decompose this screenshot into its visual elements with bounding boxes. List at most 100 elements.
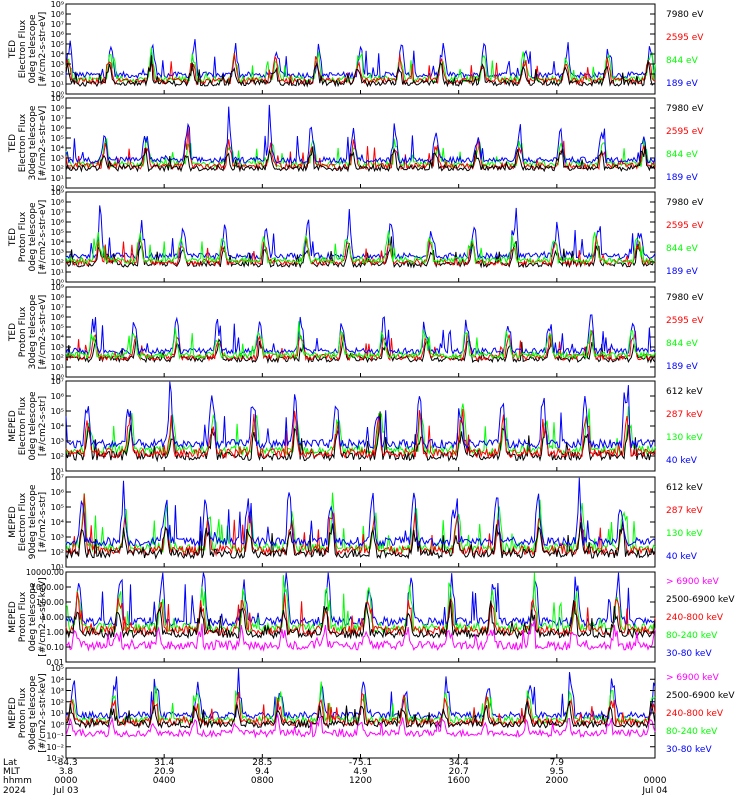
- series-group: [65, 39, 656, 88]
- legend-entry: 189 eV: [666, 267, 699, 277]
- ylabel-line: [#/cm2-s-str]: [38, 396, 48, 456]
- ytick-label: 10⁻¹: [46, 732, 64, 741]
- ylabel-line: MEPED: [8, 601, 18, 633]
- legend-entry: 189 eV: [666, 79, 699, 89]
- legend-entry: 612 keV: [666, 483, 703, 493]
- ylabel-line: TED: [8, 228, 18, 247]
- legend-entry: 2500-6900 keV: [666, 595, 735, 605]
- ylabel-line: MEPED: [8, 697, 18, 729]
- ytick-label: 10³: [51, 60, 64, 69]
- ytick-label: 10²: [51, 70, 64, 79]
- series-black: [65, 599, 656, 640]
- ytick-label: 10²: [51, 452, 64, 461]
- plot-frame: [65, 97, 656, 189]
- ytick-label: 10.00: [41, 613, 64, 622]
- ytick-label: 10⁶: [51, 124, 64, 133]
- legend-entry: 287 keV: [666, 506, 703, 516]
- legend-entry: 30-80 keV: [666, 649, 712, 659]
- ytick-label: 10⁰: [51, 373, 64, 382]
- ylabel-line: Electron Flux: [18, 19, 28, 78]
- legend-entry: 7980 eV: [666, 293, 704, 303]
- series-group: [65, 205, 656, 269]
- ylabel-line: TED: [8, 323, 18, 342]
- ylabel-line: Electron Flux: [18, 492, 28, 551]
- ytick-label: 10⁵: [51, 228, 64, 237]
- series-magenta: [65, 713, 656, 739]
- ylabel-line: [#/cm2-s-str-eV]: [38, 295, 48, 370]
- ytick-label: 0.10: [46, 643, 64, 652]
- legend-entry: 2595 eV: [666, 316, 704, 326]
- series-black: [65, 55, 656, 88]
- ylabel-line: Proton Flux: [18, 687, 28, 738]
- ytick-label: 10⁷: [51, 208, 64, 217]
- legend-entry: 2595 eV: [666, 33, 704, 43]
- ytick-label: 0.01: [46, 658, 64, 667]
- ytick-label: 10⁴: [51, 144, 64, 153]
- ytick-label: 10³: [51, 248, 64, 257]
- series-black: [65, 700, 656, 730]
- legend-entry: 2595 eV: [666, 127, 704, 137]
- ytick-label: 10⁹: [51, 283, 64, 292]
- legend-entry: 80-240 keV: [666, 631, 718, 641]
- ytick-label: 10⁶: [51, 313, 64, 322]
- ytick-label: 10⁴: [51, 422, 64, 431]
- ytick-label: 10¹: [51, 268, 64, 277]
- ytick-label: 10²: [51, 164, 64, 173]
- ylabel-line: [#/cm2-s-str-eV]: [38, 106, 48, 181]
- ytick-label: 10⁶: [51, 218, 64, 227]
- panel-8: 10⁻³ 10⁻² 10⁻¹ 10⁰ 10¹ 10² 10³ 10⁴ 10⁵ MEPED Proto…: [8, 664, 735, 763]
- panel-5: 10¹ 10² 10³ 10⁴ 10⁵ 10⁶ 10⁷ MEPED Electron Flux 0…: [8, 377, 703, 476]
- xaxis-value: 28.5: [252, 758, 272, 768]
- xaxis-value: 0000: [55, 776, 78, 786]
- ylabel-line: [#/cm2-s-str]: [38, 492, 48, 552]
- ytick-label: 1000.00: [31, 583, 64, 592]
- ylabel-line: MEPED: [8, 410, 18, 442]
- panel-7: 0.01 0.10 1.00 10.00 100.00 1000.00 10000.00 ME…: [8, 568, 735, 667]
- legend-entry: 2595 eV: [666, 221, 704, 231]
- series-blue: [65, 477, 656, 548]
- legend-entry: 844 eV: [666, 56, 699, 66]
- ytick-label: 10³: [51, 343, 64, 352]
- xaxis-value: Jul 03: [52, 786, 78, 796]
- legend-entry: 2500-6900 keV: [666, 691, 735, 701]
- series-blue: [65, 381, 656, 450]
- ytick-label: 10³: [51, 437, 64, 446]
- ytick-label: 10¹: [51, 467, 64, 476]
- legend-entry: 30-80 keV: [666, 745, 712, 755]
- ylabel-line: Electron Flux: [18, 113, 28, 172]
- series-blue: [65, 39, 656, 80]
- ylabel-line: Proton Flux: [18, 211, 28, 262]
- xaxis-value: -84.3: [54, 758, 77, 768]
- ytick-label: 10⁰: [51, 278, 64, 287]
- ytick-label: 10⁹: [51, 94, 64, 103]
- xaxis-value: 1200: [349, 776, 372, 786]
- series-green: [65, 321, 656, 360]
- legend-entry: 844 eV: [666, 339, 699, 349]
- ytick-label: 10⁷: [51, 303, 64, 312]
- ylabel-line: 30deg telescope: [28, 294, 38, 369]
- series-red: [65, 126, 656, 171]
- legend-entry: 7980 eV: [666, 198, 704, 208]
- legend-entry: 612 keV: [666, 387, 703, 397]
- ytick-label: 10⁰: [51, 184, 64, 193]
- xaxis-value: 0800: [251, 776, 274, 786]
- ytick-label: 10⁵: [51, 407, 64, 416]
- ytick-label: 10⁸: [51, 104, 64, 113]
- ytick-label: 10⁰: [51, 720, 64, 729]
- series-black: [65, 521, 656, 560]
- series-magenta: [65, 619, 656, 652]
- ytick-label: 10⁸: [51, 10, 64, 19]
- ytick-label: 10¹: [51, 174, 64, 183]
- ylabel-line: 0deg telescope: [28, 582, 38, 652]
- plot-frame: [65, 286, 656, 378]
- legend-entry: 189 eV: [666, 173, 699, 183]
- ylabel-line: 30deg telescope: [28, 105, 38, 180]
- legend-entry: 7980 eV: [666, 104, 704, 114]
- xaxis-value: 9.5: [550, 767, 564, 777]
- ytick-label: 100.00: [36, 598, 64, 607]
- ylabel-line: 0deg telescope: [28, 391, 38, 461]
